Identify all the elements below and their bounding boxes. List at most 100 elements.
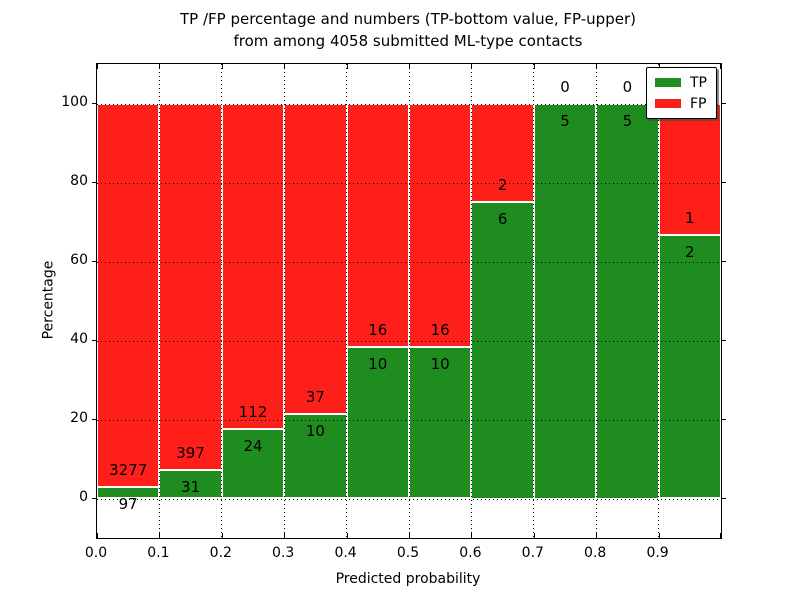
fp-count-label: 37 bbox=[305, 388, 325, 407]
fp-count-label: 0 bbox=[622, 77, 633, 96]
fp-count-label: 16 bbox=[368, 320, 388, 339]
bar-segment-tp bbox=[658, 235, 721, 499]
x-tick-mark bbox=[533, 533, 535, 538]
x-tick-mark bbox=[159, 533, 161, 538]
chart-title: TP /FP percentage and numbers (TP-bottom… bbox=[96, 8, 720, 52]
x-tick-mark-top bbox=[221, 64, 223, 69]
x-tick-mark bbox=[658, 533, 660, 538]
bar-segment-tp bbox=[97, 487, 160, 499]
legend-item: FP bbox=[655, 95, 707, 112]
vertical-gridline bbox=[408, 64, 410, 538]
bar-segment-tp bbox=[346, 346, 409, 499]
y-tick-mark bbox=[92, 182, 97, 183]
x-tick-label: 0.3 bbox=[272, 545, 295, 561]
bar-segment-tp bbox=[409, 346, 472, 499]
tp-count-label: 5 bbox=[560, 111, 570, 130]
y-tick-label: 100 bbox=[61, 94, 88, 110]
bar-segment-fp bbox=[471, 103, 534, 203]
tp-count-label: 31 bbox=[181, 477, 201, 496]
y-tick-label: 60 bbox=[70, 252, 88, 268]
x-tick-mark-top bbox=[346, 64, 348, 69]
bar-segment-fp bbox=[97, 103, 160, 488]
x-tick-mark-top bbox=[97, 64, 98, 69]
vertical-gridline bbox=[533, 64, 535, 538]
bar-segment-tp bbox=[284, 414, 347, 499]
x-tick-label: 0.6 bbox=[459, 545, 482, 561]
y-tick-label: 0 bbox=[79, 489, 88, 505]
x-tick-mark-top bbox=[720, 64, 721, 69]
bar-segment-fp bbox=[346, 103, 409, 347]
bar-segment-tp bbox=[596, 103, 659, 499]
bar-segment-fp bbox=[284, 103, 347, 415]
y-tick-mark bbox=[92, 498, 97, 499]
x-tick-label: 0.7 bbox=[521, 545, 544, 561]
bar-segment-tp bbox=[471, 202, 534, 499]
x-tick-mark bbox=[284, 533, 286, 538]
vertical-gridline bbox=[158, 64, 160, 538]
y-tick-mark-right bbox=[721, 498, 726, 499]
tp-count-label: 2 bbox=[685, 243, 695, 262]
y-tick-label: 80 bbox=[70, 173, 88, 189]
fp-count-label: 16 bbox=[430, 320, 450, 339]
x-tick-mark bbox=[409, 533, 410, 538]
x-tick-label: 0.4 bbox=[334, 545, 357, 561]
x-tick-mark bbox=[471, 533, 473, 538]
vertical-gridline bbox=[658, 64, 660, 538]
fp-count-label: 397 bbox=[176, 443, 205, 462]
x-tick-mark bbox=[720, 533, 721, 538]
y-tick-mark bbox=[92, 103, 97, 104]
x-tick-mark-top bbox=[409, 64, 410, 69]
fp-count-label: 1 bbox=[685, 209, 695, 228]
bar-segment-fp bbox=[658, 103, 721, 236]
tp-count-label: 5 bbox=[622, 111, 633, 130]
x-tick-label: 0.9 bbox=[646, 545, 669, 561]
fp-count-label: 112 bbox=[238, 402, 268, 421]
x-tick-mark-top bbox=[658, 64, 660, 69]
x-tick-mark-top bbox=[471, 64, 473, 69]
legend-label: FP bbox=[690, 95, 707, 112]
tp-legend-swatch-icon bbox=[655, 78, 681, 87]
y-tick-label: 40 bbox=[70, 331, 88, 347]
vertical-gridline bbox=[595, 64, 597, 538]
vertical-gridline bbox=[346, 64, 348, 538]
y-tick-mark-right bbox=[721, 182, 726, 183]
vertical-gridline bbox=[221, 64, 223, 538]
plot-area: TP FP 3277 97 397 31 112 24 37 10 16 10 16 10 2 6 0 5 0 5 1… bbox=[92, 63, 726, 539]
chart-title-line1: TP /FP percentage and numbers (TP-bottom… bbox=[180, 10, 636, 28]
x-axis-label: Predicted probability bbox=[335, 571, 481, 587]
fp-legend-swatch-icon bbox=[655, 99, 681, 108]
x-tick-label: 0.2 bbox=[209, 545, 232, 561]
legend-item: TP bbox=[655, 74, 707, 91]
bar-segment-fp bbox=[409, 103, 472, 347]
x-tick-mark bbox=[346, 533, 348, 538]
tp-count-label: 97 bbox=[118, 495, 138, 514]
bar-segment-tp bbox=[221, 428, 285, 499]
y-tick-mark-right bbox=[721, 340, 726, 341]
x-tick-label: 0.5 bbox=[396, 545, 420, 561]
vertical-gridline bbox=[283, 64, 285, 538]
x-tick-label: 0.8 bbox=[584, 545, 607, 561]
x-tick-label: 0.1 bbox=[147, 545, 170, 561]
y-tick-mark-right bbox=[721, 261, 726, 262]
x-tick-mark-top bbox=[159, 64, 161, 69]
y-tick-label: 20 bbox=[70, 410, 88, 426]
x-tick-mark bbox=[221, 533, 223, 538]
y-tick-mark-right bbox=[721, 419, 726, 420]
legend-label: TP bbox=[690, 74, 707, 91]
tp-count-label: 10 bbox=[430, 354, 450, 373]
fp-count-label: 0 bbox=[560, 77, 570, 96]
y-axis-label: Percentage bbox=[40, 260, 57, 340]
tp-count-label: 10 bbox=[368, 354, 388, 373]
x-tick-mark-top bbox=[284, 64, 286, 69]
fp-count-label: 3277 bbox=[109, 461, 148, 480]
chart-title-line2: from among 4058 submitted ML-type contac… bbox=[233, 32, 583, 50]
y-tick-mark-right bbox=[721, 103, 726, 104]
y-tick-mark bbox=[92, 340, 97, 341]
tp-count-label: 6 bbox=[497, 210, 508, 229]
fp-count-label: 2 bbox=[497, 176, 508, 195]
x-tick-mark-top bbox=[533, 64, 535, 69]
bar-segment-tp bbox=[533, 103, 597, 499]
vertical-gridline bbox=[470, 64, 472, 538]
bar-segment-fp bbox=[221, 103, 285, 429]
x-tick-mark-top bbox=[596, 64, 598, 69]
